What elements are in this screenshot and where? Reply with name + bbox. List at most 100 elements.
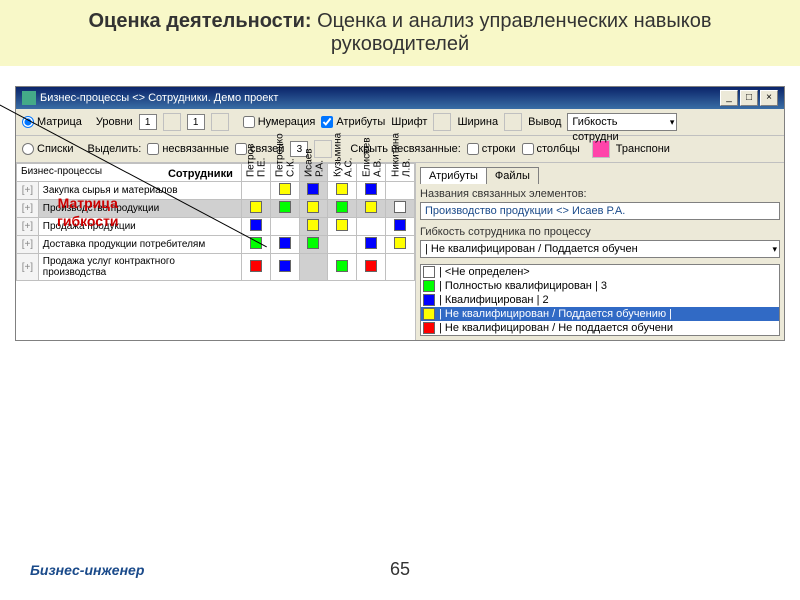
unrelated-input[interactable] [147, 143, 159, 155]
cell-color-box [250, 201, 262, 213]
numbering-check[interactable]: Нумерация [243, 116, 316, 128]
matrix-corner: СотрудникиМатрицагибкостиБизнес-процессы [17, 164, 242, 182]
maximize-button[interactable]: □ [740, 90, 758, 106]
radio-lists-input[interactable] [22, 143, 34, 155]
flex-value: | Не квалифицирован / Поддается обучен [425, 243, 638, 255]
matrix-cell[interactable] [299, 200, 328, 218]
attributes-input[interactable] [321, 116, 333, 128]
row-label[interactable]: Продажа услуг контрактного производства [38, 254, 241, 281]
cell-color-box [307, 237, 319, 249]
attributes-check[interactable]: Атрибуты [321, 116, 385, 128]
expand-button[interactable]: [+] [17, 236, 39, 254]
expand-button[interactable]: [+] [17, 254, 39, 281]
matrix-cell[interactable] [386, 236, 415, 254]
matrix-cell[interactable] [328, 218, 357, 236]
expand-button[interactable]: [+] [17, 200, 39, 218]
col-header[interactable]: Никитина Л.В. [386, 164, 415, 182]
matrix-cell[interactable] [270, 236, 299, 254]
slide-title: Оценка деятельности: Оценка и анализ упр… [0, 0, 800, 66]
legend-text: | Не квалифицирован / Поддается обучению… [439, 308, 672, 320]
toolbar-row-1: Матрица Уровни Нумерация Атрибуты Шрифт … [16, 109, 784, 136]
matrix-row: [+]Продажа услуг контрактного производст… [17, 254, 415, 281]
links-stepper[interactable] [314, 140, 332, 158]
matrix-cell[interactable] [241, 236, 270, 254]
matrix-cell[interactable] [328, 236, 357, 254]
radio-lists[interactable]: Списки [22, 143, 74, 155]
app-icon [22, 91, 36, 105]
width-btn[interactable] [504, 113, 522, 131]
level-1-input[interactable] [139, 114, 157, 130]
output-dropdown[interactable]: Гибкость сотрудни [567, 113, 677, 131]
rows-axis-label: Бизнес-процессы [21, 166, 102, 177]
legend-item[interactable]: | Не квалифицирован / Поддается обучению… [421, 307, 779, 321]
matrix-cell[interactable] [270, 218, 299, 236]
numbering-label: Нумерация [258, 116, 316, 128]
linked-elements-label: Названия связанных элементов: [420, 188, 780, 200]
unrelated-label: несвязанные [162, 143, 229, 155]
tab-files[interactable]: Файлы [486, 167, 539, 184]
matrix-cell[interactable] [386, 254, 415, 281]
matrix-cell[interactable] [357, 200, 386, 218]
col-header[interactable]: Петров П.Е. [241, 164, 270, 182]
matrix-cell[interactable] [241, 182, 270, 200]
matrix-cell[interactable] [386, 182, 415, 200]
close-button[interactable]: × [760, 90, 778, 106]
matrix-cell[interactable] [357, 218, 386, 236]
expand-button[interactable]: [+] [17, 182, 39, 200]
legend-text: | <Не определен> [439, 266, 530, 278]
tab-attributes[interactable]: Атрибуты [420, 167, 487, 184]
matrix-cell[interactable] [299, 182, 328, 200]
matrix-cell[interactable] [270, 182, 299, 200]
flex-dropdown[interactable]: | Не квалифицирован / Поддается обучен [420, 240, 780, 258]
matrix-cell[interactable] [386, 200, 415, 218]
output-label: Вывод [528, 116, 561, 128]
matrix-cell[interactable] [299, 254, 328, 281]
level-2-input[interactable] [187, 114, 205, 130]
numbering-input[interactable] [243, 116, 255, 128]
matrix-table: СотрудникиМатрицагибкостиБизнес-процессы… [16, 163, 415, 281]
matrix-cell[interactable] [270, 254, 299, 281]
window-title: Бизнес-процессы <> Сотрудники. Демо прое… [40, 92, 278, 104]
matrix-cell[interactable] [357, 182, 386, 200]
col-header[interactable]: Елисеев А.В. [357, 164, 386, 182]
expand-button[interactable]: [+] [17, 218, 39, 236]
matrix-cell[interactable] [357, 236, 386, 254]
legend-color-box [423, 280, 435, 292]
legend-text: | Квалифицирован | 2 [439, 294, 549, 306]
matrix-cell[interactable] [270, 200, 299, 218]
matrix-cell[interactable] [241, 254, 270, 281]
level1-stepper[interactable] [163, 113, 181, 131]
hide-cols-input[interactable] [522, 143, 534, 155]
matrix-cell[interactable] [328, 200, 357, 218]
font-btn[interactable] [433, 113, 451, 131]
row-label[interactable]: Доставка продукции потребителям [38, 236, 241, 254]
radio-matrix-label: Матрица [37, 116, 82, 128]
matrix-cell[interactable] [328, 254, 357, 281]
matrix-cell[interactable] [241, 218, 270, 236]
matrix-cell[interactable] [299, 218, 328, 236]
legend-item[interactable]: | Не квалифицирован / Не поддается обуче… [421, 321, 779, 335]
level2-stepper[interactable] [211, 113, 229, 131]
hide-cols-check[interactable]: столбцы [522, 143, 580, 155]
matrix-cell[interactable] [241, 200, 270, 218]
matrix-cell[interactable] [357, 254, 386, 281]
output-value: Гибкость сотрудни [572, 116, 618, 143]
hide-rows-input[interactable] [467, 143, 479, 155]
hide-rows-check[interactable]: строки [467, 143, 516, 155]
matrix-cell[interactable] [386, 218, 415, 236]
matrix-cell[interactable] [299, 236, 328, 254]
cell-color-box [307, 201, 319, 213]
cell-color-box [336, 219, 348, 231]
cell-color-box [307, 219, 319, 231]
col-header[interactable]: Петренко С.К. [270, 164, 299, 182]
minimize-button[interactable]: _ [720, 90, 738, 106]
legend-list: | <Не определен>| Полностью квалифициров… [420, 264, 780, 336]
matrix-row: [+]Доставка продукции потребителям [17, 236, 415, 254]
legend-item[interactable]: | Полностью квалифицирован | 3 [421, 279, 779, 293]
col-header[interactable]: Кузьмина А.С. [328, 164, 357, 182]
legend-item[interactable]: | Квалифицирован | 2 [421, 293, 779, 307]
unrelated-check[interactable]: несвязанные [147, 143, 229, 155]
legend-item[interactable]: | <Не определен> [421, 265, 779, 279]
matrix-cell[interactable] [328, 182, 357, 200]
col-header[interactable]: Исаев Р.А. [299, 164, 328, 182]
